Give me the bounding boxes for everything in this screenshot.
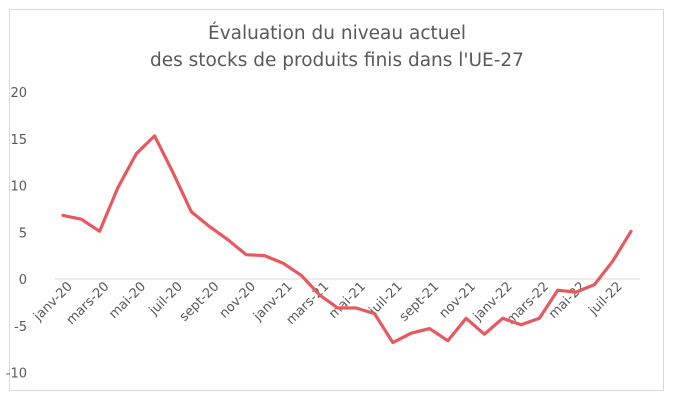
x-tick-label: sept-20: [177, 279, 223, 325]
y-tick-label: -10: [6, 367, 27, 382]
y-tick-label: 0: [19, 273, 27, 288]
y-tick-label: 20: [10, 86, 27, 101]
chart-frame: [9, 9, 664, 391]
y-tick-label: 10: [10, 180, 27, 195]
chart-title-line-2: des stocks de produits finis dans l'UE-2…: [150, 50, 524, 71]
x-tick-label: sept-21: [397, 279, 443, 325]
chart-title-line-1: Évaluation du niveau actuel: [208, 23, 466, 44]
y-tick-label: -5: [14, 320, 27, 335]
x-tick-label: mai-21: [326, 279, 369, 322]
data-series-line: [61, 134, 633, 345]
chart-title: Évaluation du niveau actuel des stocks d…: [0, 20, 674, 74]
y-tick-label: 15: [10, 133, 27, 148]
y-tick-label: 5: [19, 226, 27, 241]
x-tick-label: mai-20: [106, 279, 149, 322]
